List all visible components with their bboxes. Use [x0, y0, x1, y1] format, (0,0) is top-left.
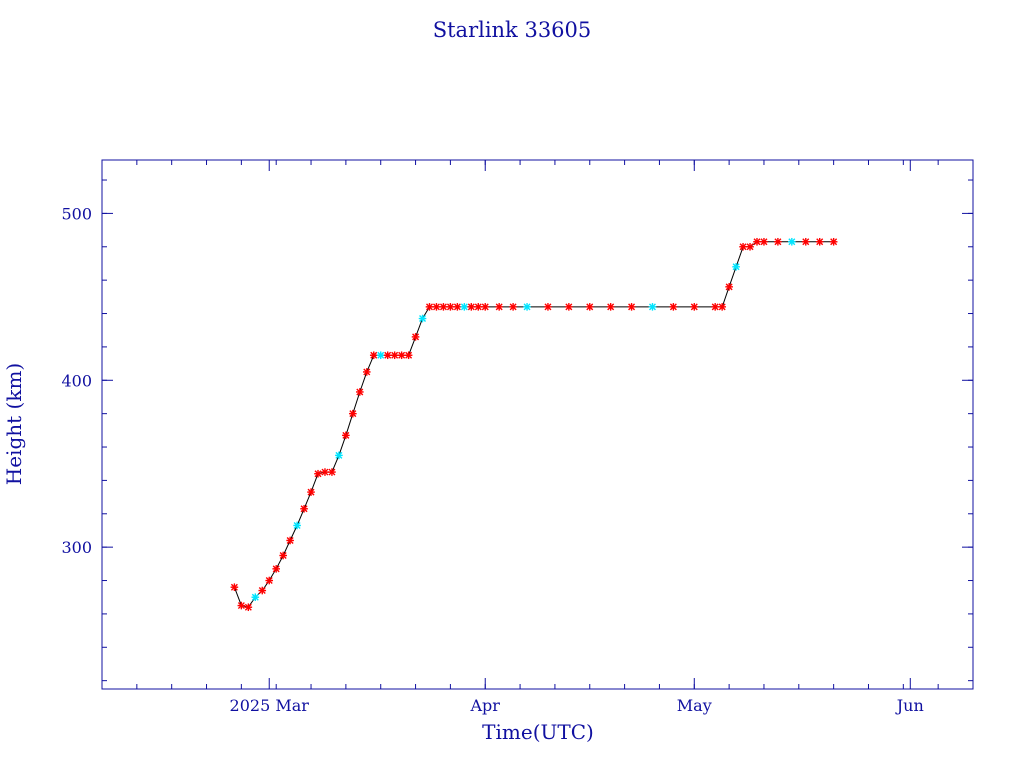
data-point-14	[328, 468, 336, 476]
data-point-23	[390, 351, 399, 360]
series-line	[233, 241, 834, 608]
data-point-60	[829, 237, 838, 246]
data-point-19	[362, 368, 371, 376]
data-point-44	[627, 303, 636, 311]
y-tick-label-0: 300	[61, 538, 92, 557]
y-axis-ticks	[102, 179, 973, 682]
data-point-42	[585, 303, 594, 311]
data-point-10	[300, 504, 308, 513]
y-axis-tick-labels: 300 400 500	[61, 204, 92, 557]
data-point-31	[446, 303, 455, 311]
data-point-22	[383, 351, 392, 360]
data-point-53	[746, 242, 754, 251]
data-point-36	[481, 303, 490, 311]
data-point-32	[453, 303, 462, 311]
data-point-55	[760, 237, 768, 246]
x-tick-label-3: Jun	[895, 696, 924, 715]
data-point-51	[732, 263, 740, 271]
x-axis-tick-labels: 2025 Mar Apr May Jun	[230, 696, 924, 715]
data-point-30	[439, 303, 448, 311]
data-point-18	[356, 388, 364, 396]
data-point-21	[376, 351, 385, 360]
data-point-4	[258, 586, 267, 595]
data-point-35	[474, 303, 483, 311]
data-point-29	[432, 303, 441, 311]
data-point-37	[495, 303, 503, 311]
y-tick-label-2: 500	[61, 204, 92, 223]
data-point-58	[801, 237, 810, 246]
plot-frame	[101, 159, 974, 690]
data-point-12	[314, 469, 322, 478]
chart-title: Starlink 33605	[433, 18, 592, 42]
data-point-2	[244, 603, 253, 612]
data-point-45	[648, 303, 657, 311]
x-tick-label-1: Apr	[470, 696, 501, 715]
data-point-1	[237, 601, 246, 610]
data-point-27	[418, 314, 427, 323]
data-point-34	[467, 303, 476, 311]
x-axis-ticks	[101, 160, 974, 689]
data-point-17	[349, 409, 357, 418]
x-tick-label-2: May	[677, 696, 712, 715]
data-point-40	[544, 303, 552, 311]
data-point-59	[815, 237, 824, 246]
data-point-8	[286, 536, 294, 545]
data-point-26	[411, 333, 420, 341]
data-point-0	[230, 583, 239, 592]
data-point-3	[251, 593, 260, 602]
data-point-52	[739, 242, 747, 251]
x-tick-label-0: 2025 Mar	[230, 696, 310, 715]
data-point-39	[523, 303, 531, 311]
data-point-13	[321, 468, 329, 476]
data-point-25	[404, 351, 413, 360]
data-point-47	[690, 303, 699, 311]
x-axis-label: Time(UTC)	[482, 720, 594, 744]
data-point-6	[272, 565, 280, 573]
data-point-43	[606, 303, 615, 311]
data-point-50	[725, 283, 733, 291]
data-point-46	[669, 303, 678, 311]
data-point-54	[753, 237, 761, 246]
data-point-16	[342, 431, 350, 440]
data-point-33	[460, 303, 469, 311]
data-point-28	[425, 303, 434, 311]
data-point-9	[293, 521, 301, 530]
data-point-20	[369, 351, 378, 360]
data-point-56	[774, 237, 782, 246]
data-point-5	[265, 576, 274, 585]
data-point-7	[279, 551, 287, 560]
data-point-57	[788, 237, 796, 246]
data-point-38	[509, 303, 517, 311]
data-point-48	[711, 303, 719, 311]
data-point-24	[397, 351, 406, 360]
data-point-41	[565, 303, 573, 311]
y-axis-label: Height (km)	[2, 363, 26, 485]
y-tick-label-1: 400	[61, 371, 92, 390]
series-markers	[230, 237, 838, 612]
data-point-49	[718, 303, 726, 311]
data-point-11	[307, 488, 315, 496]
data-point-15	[335, 451, 343, 460]
